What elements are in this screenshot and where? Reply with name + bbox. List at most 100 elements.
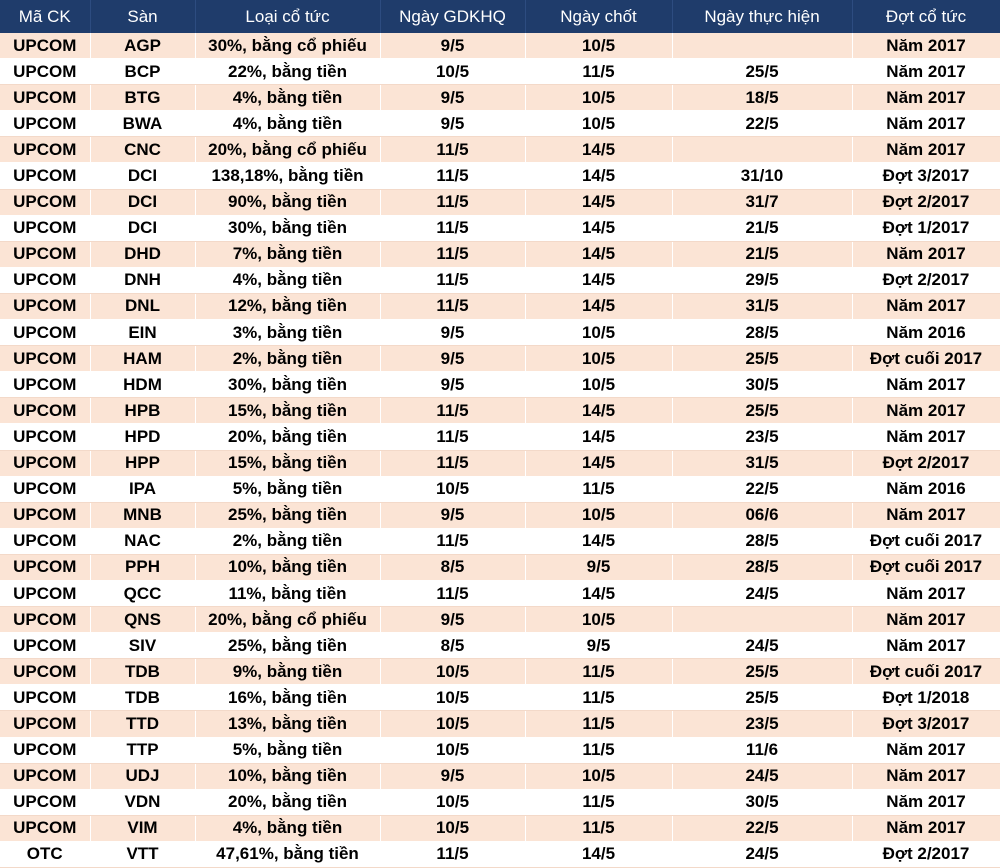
cell-ticker: HDM [90, 371, 196, 399]
cell-dividend-period: Năm 2017 [852, 84, 1000, 112]
cell-ticker: VDN [90, 789, 196, 816]
cell-record-date: 14/5 [525, 241, 673, 268]
cell-dividend-period: Đợt 1/2017 [852, 215, 1000, 242]
cell-dividend-type: 47,61%, bằng tiền [195, 841, 381, 868]
cell-payment-date: 24/5 [672, 763, 853, 790]
cell-record-date: 11/5 [525, 58, 673, 86]
cell-record-date: 10/5 [525, 33, 673, 60]
cell-exchange: UPCOM [0, 162, 91, 190]
cell-exchange: UPCOM [0, 84, 91, 112]
cell-ex-date: 11/5 [380, 162, 526, 190]
cell-dividend-period: Năm 2016 [852, 319, 1000, 347]
cell-ticker: HAM [90, 345, 196, 373]
cell-dividend-period: Năm 2017 [852, 397, 1000, 425]
header-ngay-thuc-hien: Ngày thực hiện [672, 0, 853, 33]
cell-record-date: 11/5 [525, 789, 673, 816]
cell-ticker: BWA [90, 110, 196, 138]
cell-ex-date: 10/5 [380, 58, 526, 86]
cell-payment-date: 30/5 [672, 371, 853, 399]
cell-dividend-period: Năm 2017 [852, 293, 1000, 321]
cell-dividend-period: Đợt cuối 2017 [852, 345, 1000, 373]
cell-ticker: HPB [90, 397, 196, 425]
cell-ex-date: 10/5 [380, 789, 526, 816]
cell-ticker: UDJ [90, 763, 196, 790]
table-row: UPCOM EIN 3%, bằng tiền 9/5 10/5 28/5 Năm 2016 [0, 319, 1000, 347]
cell-ex-date: 11/5 [380, 397, 526, 425]
cell-payment-date: 18/5 [672, 84, 853, 112]
cell-dividend-period: Năm 2017 [852, 502, 1000, 529]
header-ma-ck: Mã CK [0, 0, 91, 33]
cell-payment-date: 11/6 [672, 737, 853, 764]
cell-ex-date: 8/5 [380, 632, 526, 660]
cell-payment-date: 31/7 [672, 189, 853, 216]
cell-dividend-type: 20%, bằng cổ phiếu [195, 136, 381, 164]
cell-exchange: UPCOM [0, 110, 91, 138]
cell-exchange: UPCOM [0, 632, 91, 660]
cell-ex-date: 11/5 [380, 580, 526, 608]
cell-payment-date: 29/5 [672, 267, 853, 294]
cell-dividend-type: 3%, bằng tiền [195, 319, 381, 347]
cell-record-date: 11/5 [525, 658, 673, 686]
cell-ticker: TDB [90, 658, 196, 686]
cell-dividend-type: 4%, bằng tiền [195, 815, 381, 842]
table-row: UPCOM IPA 5%, bằng tiền 10/5 11/5 22/5 Năm 201… [0, 476, 1000, 503]
table-row: UPCOM HDM 30%, bằng tiền 9/5 10/5 30/5 Năm 201… [0, 371, 1000, 399]
cell-payment-date: 25/5 [672, 345, 853, 373]
cell-payment-date: 31/5 [672, 293, 853, 321]
table-row: UPCOM PPH 10%, bằng tiền 8/5 9/5 28/5 Đợt cuối… [0, 554, 1000, 581]
cell-dividend-period: Năm 2017 [852, 632, 1000, 660]
cell-ticker: DHD [90, 241, 196, 268]
cell-dividend-type: 30%, bằng cổ phiếu [195, 33, 381, 60]
cell-ex-date: 11/5 [380, 267, 526, 294]
cell-ex-date: 9/5 [380, 606, 526, 634]
cell-record-date: 10/5 [525, 606, 673, 634]
cell-payment-date: 31/10 [672, 162, 853, 190]
cell-ex-date: 10/5 [380, 476, 526, 503]
cell-exchange: UPCOM [0, 423, 91, 451]
cell-exchange: OTC [0, 841, 91, 868]
cell-exchange: UPCOM [0, 502, 91, 529]
cell-payment-date: 24/5 [672, 841, 853, 868]
cell-dividend-type: 138,18%, bằng tiền [195, 162, 381, 190]
cell-dividend-period: Năm 2017 [852, 815, 1000, 842]
cell-payment-date: 28/5 [672, 528, 853, 555]
cell-payment-date: 21/5 [672, 215, 853, 242]
cell-exchange: UPCOM [0, 684, 91, 712]
cell-ticker: DCI [90, 189, 196, 216]
cell-exchange: UPCOM [0, 293, 91, 321]
cell-ex-date: 9/5 [380, 502, 526, 529]
cell-ex-date: 11/5 [380, 528, 526, 555]
table-row: UPCOM TDB 16%, bằng tiền 10/5 11/5 25/5 Đợt 1/… [0, 684, 1000, 712]
table-row: UPCOM UDJ 10%, bằng tiền 9/5 10/5 24/5 Năm 201… [0, 763, 1000, 790]
cell-exchange: UPCOM [0, 763, 91, 790]
cell-dividend-period: Đợt 2/2017 [852, 267, 1000, 294]
table-body: UPCOM AGP 30%, bằng cổ phiếu 9/5 10/5 Năm 201… [0, 33, 1000, 868]
cell-record-date: 14/5 [525, 136, 673, 164]
cell-dividend-period: Năm 2017 [852, 763, 1000, 790]
table-row: UPCOM HPB 15%, bằng tiền 11/5 14/5 25/5 Năm 20… [0, 397, 1000, 425]
cell-ex-date: 9/5 [380, 763, 526, 790]
cell-ticker: IPA [90, 476, 196, 503]
cell-ex-date: 9/5 [380, 319, 526, 347]
cell-dividend-type: 10%, bằng tiền [195, 763, 381, 790]
cell-record-date: 11/5 [525, 476, 673, 503]
cell-dividend-type: 12%, bằng tiền [195, 293, 381, 321]
cell-ex-date: 11/5 [380, 841, 526, 868]
cell-exchange: UPCOM [0, 345, 91, 373]
cell-payment-date [672, 136, 853, 164]
table-row: UPCOM CNC 20%, bằng cổ phiếu 11/5 14/5 Năm 20… [0, 136, 1000, 164]
cell-record-date: 14/5 [525, 189, 673, 216]
cell-dividend-type: 4%, bằng tiền [195, 267, 381, 294]
cell-dividend-type: 25%, bằng tiền [195, 502, 381, 529]
cell-ticker: TTP [90, 737, 196, 764]
cell-exchange: UPCOM [0, 397, 91, 425]
cell-exchange: UPCOM [0, 658, 91, 686]
cell-payment-date: 21/5 [672, 241, 853, 268]
cell-payment-date: 22/5 [672, 110, 853, 138]
cell-exchange: UPCOM [0, 371, 91, 399]
cell-record-date: 10/5 [525, 763, 673, 790]
cell-dividend-period: Năm 2017 [852, 580, 1000, 608]
header-san: Sàn [90, 0, 196, 33]
table-header: Mã CK Sàn Loại cổ tức Ngày GDKHQ Ngày ch… [0, 0, 1000, 33]
cell-record-date: 14/5 [525, 528, 673, 555]
